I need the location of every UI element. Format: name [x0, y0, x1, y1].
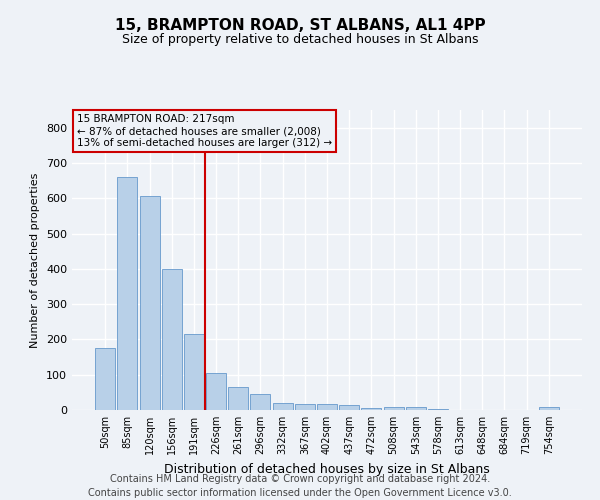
Text: Contains HM Land Registry data © Crown copyright and database right 2024.
Contai: Contains HM Land Registry data © Crown c…: [88, 474, 512, 498]
Bar: [317, 404, 337, 410]
Text: Size of property relative to detached houses in St Albans: Size of property relative to detached ho…: [122, 32, 478, 46]
Bar: [339, 406, 359, 410]
Y-axis label: Number of detached properties: Number of detached properties: [31, 172, 40, 348]
Text: 15 BRAMPTON ROAD: 217sqm
← 87% of detached houses are smaller (2,008)
13% of sem: 15 BRAMPTON ROAD: 217sqm ← 87% of detach…: [77, 114, 332, 148]
Bar: [118, 177, 137, 410]
Bar: [140, 196, 160, 410]
Bar: [95, 348, 115, 410]
Bar: [206, 373, 226, 410]
Bar: [228, 387, 248, 410]
Bar: [361, 408, 382, 410]
Bar: [406, 407, 426, 410]
Bar: [250, 394, 271, 410]
Bar: [295, 404, 315, 410]
Bar: [184, 334, 204, 410]
Bar: [272, 403, 293, 410]
Text: 15, BRAMPTON ROAD, ST ALBANS, AL1 4PP: 15, BRAMPTON ROAD, ST ALBANS, AL1 4PP: [115, 18, 485, 32]
Bar: [383, 407, 404, 410]
Bar: [539, 407, 559, 410]
X-axis label: Distribution of detached houses by size in St Albans: Distribution of detached houses by size …: [164, 462, 490, 475]
Bar: [162, 269, 182, 410]
